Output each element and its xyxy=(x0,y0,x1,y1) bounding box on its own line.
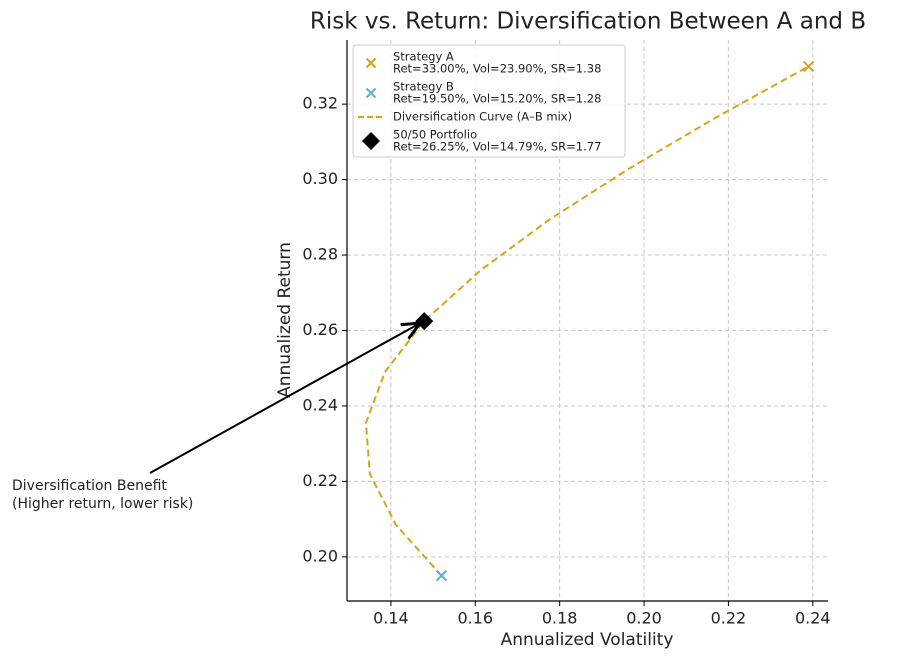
y-tick-label: 0.32 xyxy=(302,94,338,113)
legend-stats: Ret=33.00%, Vol=23.90%, SR=1.38 xyxy=(393,62,601,76)
x-marker xyxy=(435,570,448,582)
y-axis-label: Annualized Return xyxy=(275,242,295,398)
x-tick-label: 0.20 xyxy=(626,609,662,628)
annotation-text: Diversification Benefit xyxy=(12,478,167,494)
legend-label: Diversification Curve (A–B mix) xyxy=(393,110,572,124)
x-stroke xyxy=(435,570,448,582)
x-marker xyxy=(365,57,377,69)
x-stroke xyxy=(802,60,815,73)
curve xyxy=(364,65,810,577)
annotation-text: (Higher return, lower risk) xyxy=(12,496,193,512)
legend-label: Strategy B xyxy=(393,80,454,94)
x-stroke xyxy=(365,57,377,69)
legend-stats: Ret=26.25%, Vol=14.79%, SR=1.77 xyxy=(393,140,601,154)
y-tick-label: 0.26 xyxy=(302,320,338,339)
x-marker xyxy=(802,60,815,73)
annotation-arrow xyxy=(149,323,420,474)
chart-title: Risk vs. Return: Diversification Between… xyxy=(310,9,866,35)
x-tick-label: 0.16 xyxy=(457,609,493,628)
x-axis-label: Annualized Volatility xyxy=(501,630,674,650)
x-tick-label: 0.22 xyxy=(711,609,747,628)
x-tick-label: 0.24 xyxy=(795,609,831,628)
y-tick-label: 0.24 xyxy=(302,395,338,414)
x-stroke xyxy=(365,87,377,99)
x-tick-label: 0.18 xyxy=(542,609,578,628)
diamond-marker xyxy=(415,312,434,331)
legend-label: Strategy A xyxy=(393,50,454,64)
diamond-marker xyxy=(362,132,380,150)
x-marker xyxy=(365,87,377,99)
y-tick-label: 0.28 xyxy=(302,245,338,264)
legend-box xyxy=(352,44,626,158)
y-tick-label: 0.20 xyxy=(302,546,338,565)
legend-stats: Ret=19.50%, Vol=15.20%, SR=1.28 xyxy=(393,92,601,106)
legend-label: 50/50 Portfolio xyxy=(393,128,477,142)
y-tick-label: 0.30 xyxy=(302,169,338,188)
y-tick-label: 0.22 xyxy=(302,471,338,490)
x-tick-label: 0.14 xyxy=(373,609,409,628)
